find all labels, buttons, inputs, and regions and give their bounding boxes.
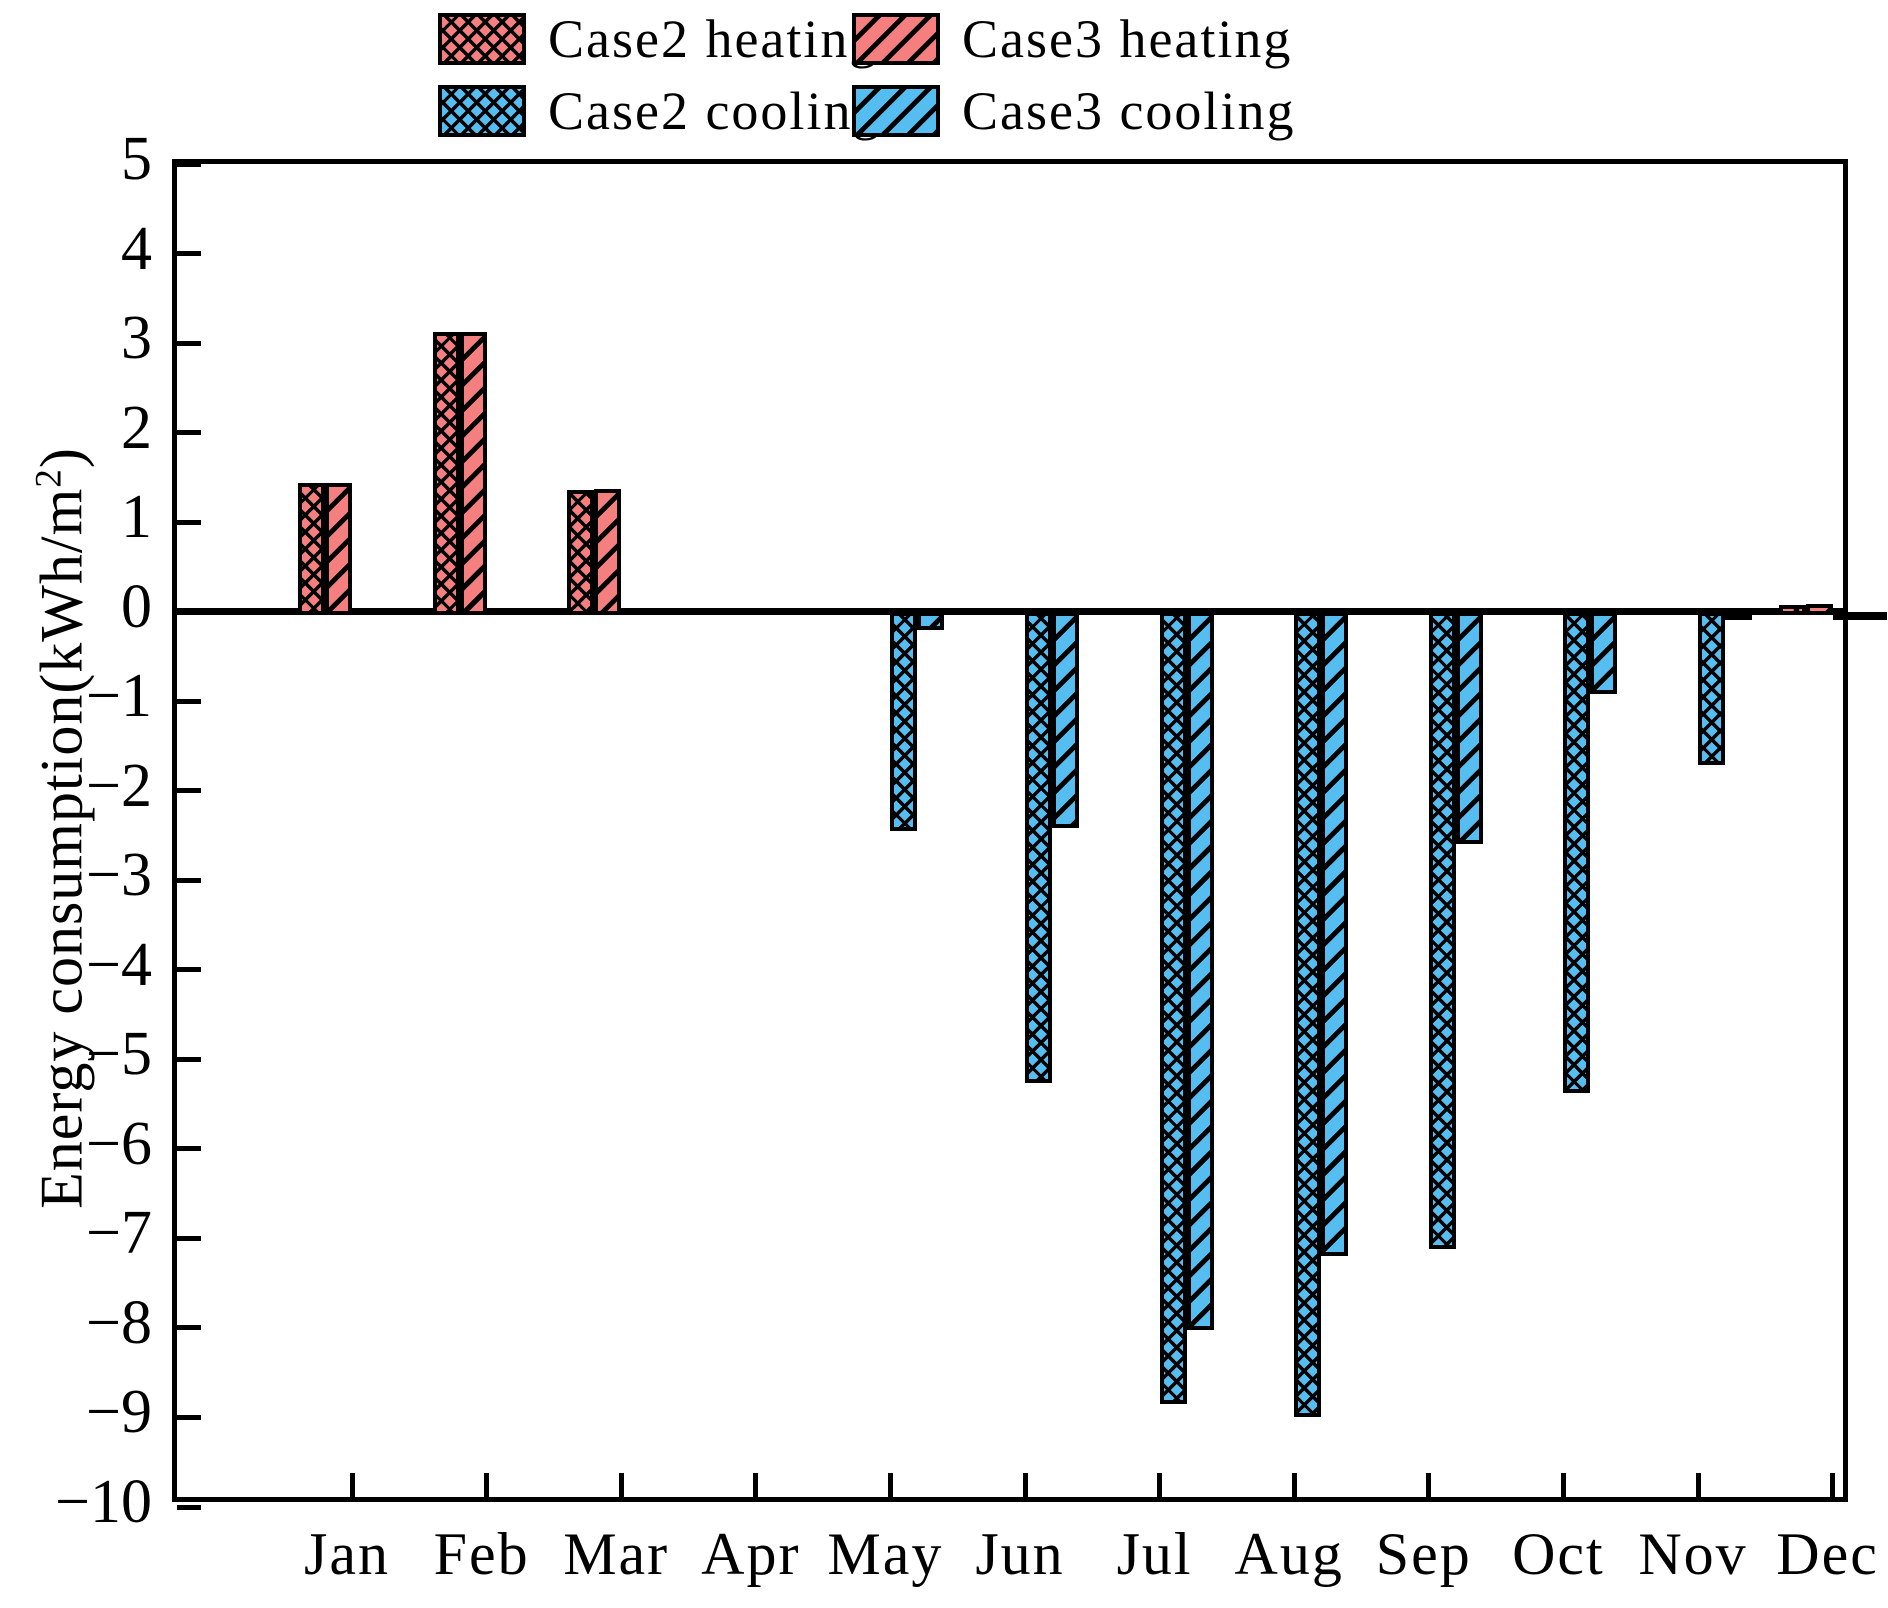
x-tick-mark [1022, 1473, 1028, 1497]
y-tick-mark [177, 1235, 201, 1241]
y-tick-mark [177, 1414, 201, 1420]
bar-case3-cooling-jul [1186, 611, 1214, 1330]
legend-label: Case3 heating [962, 9, 1293, 69]
x-tick-mark [349, 1473, 355, 1497]
x-tick-mark [1695, 1473, 1701, 1497]
bar-case2-cooling-jun [1025, 611, 1052, 1084]
x-tick-label-oct: Oct [1512, 1521, 1605, 1587]
y-tick-label: −5 [86, 1020, 152, 1089]
x-tick-label-sep: Sep [1375, 1521, 1472, 1587]
x-tick-mark [1291, 1473, 1297, 1497]
zero-axis-line [177, 608, 1843, 616]
y-tick-label: −4 [86, 930, 152, 999]
x-tick-label-jul: Jul [1116, 1521, 1193, 1587]
bar-case3-heating-feb [459, 332, 487, 615]
x-tick-label-feb: Feb [433, 1521, 530, 1587]
bar-case2-cooling-jul [1159, 611, 1187, 1405]
x-tick-label-jun: Jun [975, 1521, 1065, 1587]
legend: Case2 heating Case3 heating Case2 cooling C… [438, 8, 1295, 142]
y-tick-label: −9 [86, 1378, 152, 1447]
bar-case3-heating-jan [325, 482, 352, 615]
y-tick-mark [177, 1056, 201, 1062]
legend-swatch-diag [852, 13, 940, 65]
x-tick-label-jan: Jan [304, 1521, 390, 1587]
y-tick-mark [177, 519, 201, 525]
x-tick-mark [887, 1473, 893, 1497]
x-tick-mark [1426, 1473, 1432, 1497]
bar-case2-cooling-oct [1563, 611, 1591, 1094]
x-tick-label-may: May [827, 1521, 944, 1587]
plot-area [172, 159, 1887, 1510]
y-tick-label: −10 [55, 1468, 152, 1536]
legend-item-case2-heating: Case2 heating [438, 8, 876, 70]
bar-case3-cooling-jun [1052, 611, 1079, 829]
x-tick-label-apr: Apr [701, 1521, 801, 1587]
x-tick-mark [618, 1473, 624, 1497]
y-tick-label: 5 [121, 125, 152, 193]
y-tick-mark [177, 967, 201, 973]
y-tick-mark [177, 788, 201, 794]
legend-swatch-cross [438, 13, 526, 65]
y-tick-mark [177, 609, 201, 615]
y-tick-label: −7 [86, 1199, 152, 1268]
bar-case2-cooling-nov [1698, 611, 1725, 765]
y-tick-mark [177, 1504, 201, 1510]
y-tick-mark [177, 877, 201, 883]
y-tick-label: −3 [86, 841, 152, 910]
bar-case3-heating-dec [1805, 603, 1833, 615]
y-tick-label: 1 [121, 483, 152, 552]
bar-case3-cooling-may [917, 611, 945, 630]
y-tick-label: −1 [86, 662, 152, 731]
bar-case2-heating-feb [432, 332, 460, 615]
y-tick-mark [177, 340, 201, 346]
legend-item-case2-cooling: Case2 cooling [438, 80, 879, 142]
legend-swatch-cross [438, 85, 526, 137]
bar-case2-cooling-sep [1428, 611, 1456, 1250]
y-tick-label: −6 [86, 1109, 152, 1178]
y-tick-label: 0 [121, 572, 152, 641]
y-axis-title-superscript: 2 [28, 468, 70, 488]
x-tick-label-nov: Nov [1638, 1521, 1748, 1587]
bar-case2-heating-mar [567, 489, 595, 615]
bar-case3-heating-mar [594, 489, 622, 615]
x-tick-label-aug: Aug [1234, 1521, 1344, 1587]
legend-swatch-diag [852, 85, 940, 137]
y-tick-label: −2 [86, 751, 152, 820]
y-tick-mark [177, 251, 201, 257]
bar-case2-heating-jan [298, 482, 325, 615]
bar-case3-cooling-dec [1859, 611, 1887, 620]
legend-item-case3-cooling: Case3 cooling [852, 80, 1295, 142]
legend-label: Case2 cooling [548, 81, 882, 141]
y-tick-label: −8 [86, 1288, 152, 1357]
legend-label: Case2 heating [548, 9, 879, 69]
x-tick-mark [484, 1473, 490, 1497]
bar-case2-heating-dec [1778, 605, 1806, 615]
bar-case3-cooling-nov [1725, 611, 1752, 620]
bar-case2-cooling-aug [1294, 611, 1322, 1418]
legend-label: Case3 cooling [962, 81, 1296, 141]
y-axis-title: Energy consumption(kWh/m2) [28, 447, 97, 1209]
x-tick-mark [1560, 1473, 1566, 1497]
y-tick-mark [177, 698, 201, 704]
y-tick-mark [177, 1146, 201, 1152]
y-tick-mark [177, 161, 201, 167]
bar-case3-cooling-oct [1590, 611, 1618, 695]
bar-case3-cooling-sep [1455, 611, 1483, 844]
y-tick-label: 4 [121, 214, 152, 283]
x-tick-mark [753, 1473, 759, 1497]
x-tick-mark [1830, 1473, 1836, 1497]
y-tick-mark [177, 430, 201, 436]
x-tick-label-dec: Dec [1776, 1521, 1879, 1587]
bar-case2-cooling-may [890, 611, 918, 831]
y-tick-mark [177, 1325, 201, 1331]
legend-item-case3-heating: Case3 heating [852, 8, 1295, 70]
bar-case3-cooling-aug [1321, 611, 1349, 1257]
y-tick-label: 2 [121, 393, 152, 462]
bar-case2-cooling-dec [1832, 611, 1860, 620]
x-tick-mark [1157, 1473, 1163, 1497]
x-tick-label-mar: Mar [563, 1521, 670, 1587]
y-tick-label: 3 [121, 304, 152, 373]
